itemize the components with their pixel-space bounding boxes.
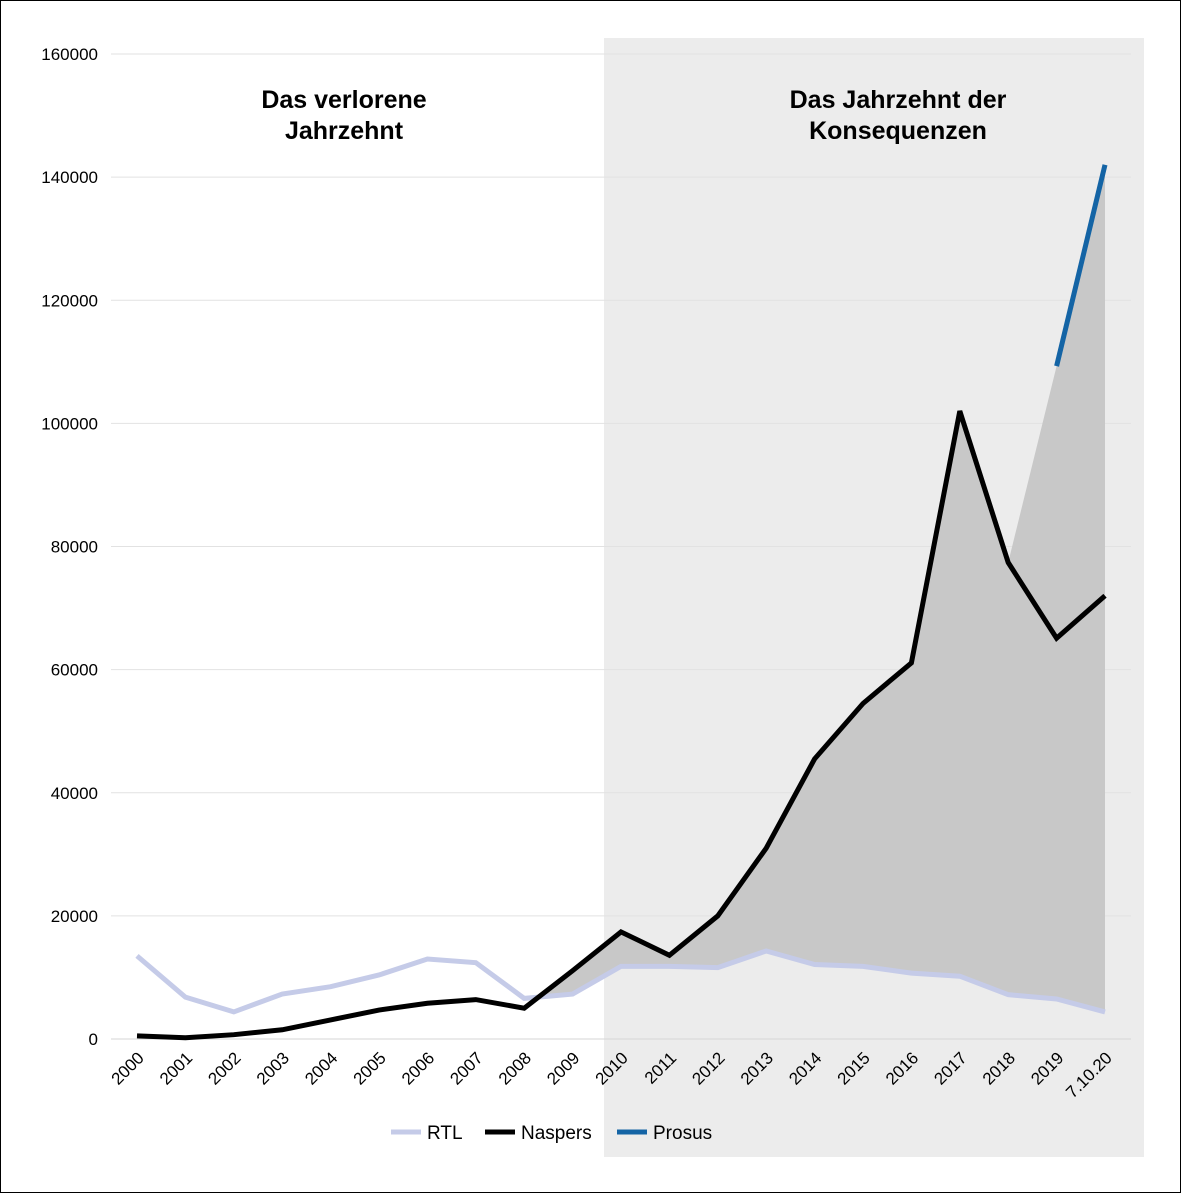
y-tick-label: 60000 (51, 661, 98, 680)
x-tick-label: 2000 (108, 1048, 148, 1088)
legend-label-naspers: Naspers (521, 1123, 592, 1144)
y-tick-label: 140000 (41, 168, 98, 187)
x-tick-label: 2002 (204, 1048, 244, 1088)
y-tick-label: 20000 (51, 907, 98, 926)
x-tick-label: 2008 (495, 1048, 535, 1088)
x-tick-label: 2004 (301, 1048, 341, 1088)
x-tick-label: 2007 (446, 1048, 486, 1088)
x-tick-label: 2005 (350, 1048, 390, 1088)
y-tick-label: 80000 (51, 538, 98, 557)
y-tick-label: 40000 (51, 784, 98, 803)
y-axis-ticks: 0 20000 40000 60000 80000 100000 120000 140000 1… (41, 45, 98, 1049)
legend-label-rtl: RTL (427, 1123, 463, 1144)
y-tick-label: 160000 (41, 45, 98, 64)
x-tick-label: 2006 (398, 1048, 438, 1088)
x-tick-label: 2009 (543, 1048, 583, 1088)
x-tick-label: 2001 (156, 1048, 196, 1088)
y-tick-label: 100000 (41, 414, 98, 433)
y-tick-label: 120000 (41, 291, 98, 310)
x-tick-label: 2003 (253, 1048, 293, 1088)
legend-label-prosus: Prosus (653, 1123, 712, 1144)
y-tick-label: 0 (89, 1030, 98, 1049)
legend: RTL Naspers Prosus (391, 1123, 712, 1144)
